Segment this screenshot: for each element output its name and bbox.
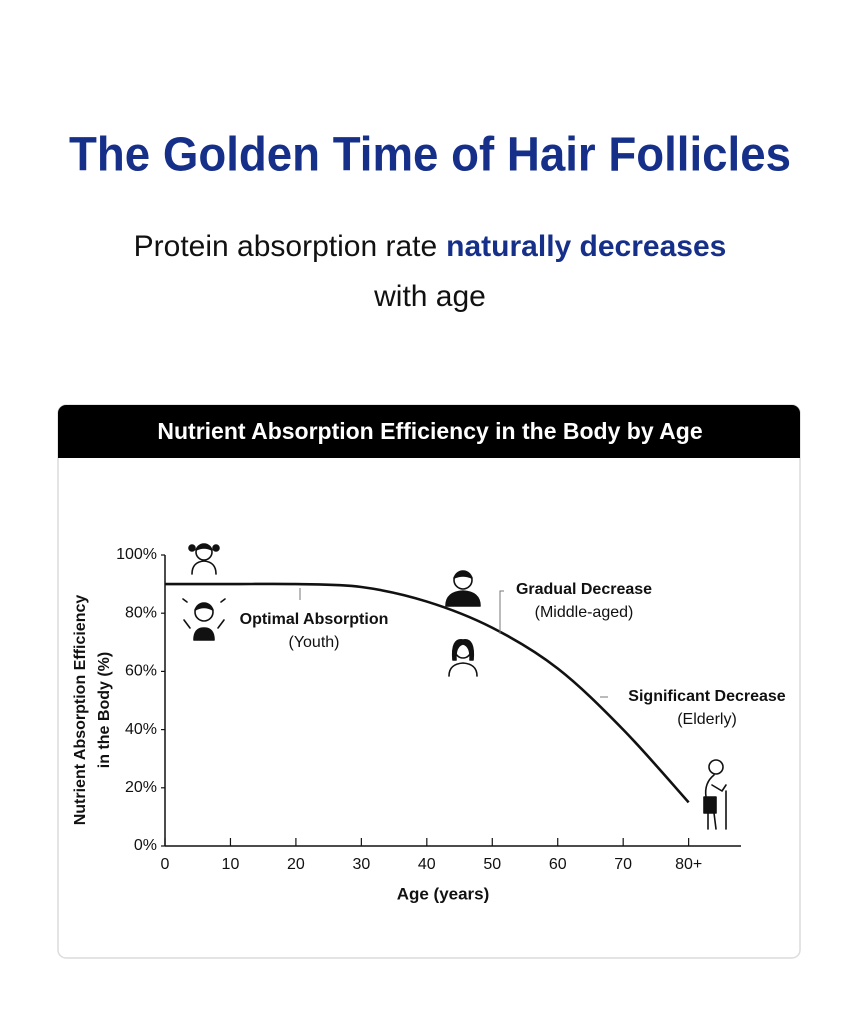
subtitle-line: with age xyxy=(373,280,486,313)
leader-line xyxy=(499,590,504,634)
x-tick-label: 40 xyxy=(418,856,436,873)
y-axis-label: in the Body (%) xyxy=(96,652,113,768)
x-tick-label: 20 xyxy=(287,856,305,873)
annotation: (Elderly) xyxy=(677,711,737,728)
x-tick-label: 30 xyxy=(352,856,370,873)
chart-title: Nutrient Absorption Efficiency in the Bo… xyxy=(157,418,702,444)
y-tick-label: 20% xyxy=(125,779,157,796)
annotation: Significant Decrease xyxy=(628,688,786,705)
subtitle-text: Protein absorption rate xyxy=(134,230,438,263)
chart-header xyxy=(58,405,800,458)
man-icon xyxy=(445,570,481,607)
x-tick-label: 60 xyxy=(549,856,567,873)
subtitle-line: Protein absorption rate naturally decreas… xyxy=(134,230,727,263)
x-tick-label: 80+ xyxy=(675,856,702,873)
annotation: (Youth) xyxy=(289,634,340,651)
girl-icon xyxy=(188,543,220,575)
y-tick-label: 60% xyxy=(125,663,157,680)
y-tick-label: 100% xyxy=(116,546,157,563)
data-line xyxy=(165,582,690,804)
boy-icon xyxy=(182,598,226,641)
x-tick-label: 0 xyxy=(161,856,170,873)
x-tick-label: 10 xyxy=(222,856,240,873)
y-axis-label: Nutrient Absorption Efficiency xyxy=(72,595,89,826)
woman-icon xyxy=(448,639,478,677)
page-title: The Golden Time of Hair Follicles xyxy=(69,129,791,182)
annotation: (Middle-aged) xyxy=(535,604,634,621)
x-axis-label: Age (years) xyxy=(397,884,490,903)
subtitle-emphasis: naturally decreases xyxy=(446,230,726,263)
y-tick-label: 80% xyxy=(125,604,157,621)
chart-card xyxy=(57,404,801,959)
x-tick-label: 70 xyxy=(614,856,632,873)
elderly-icon xyxy=(703,759,727,830)
y-tick-label: 0% xyxy=(134,837,157,854)
annotation: Optimal Absorption xyxy=(240,611,389,628)
y-tick-label: 40% xyxy=(125,721,157,738)
annotation: Gradual Decrease xyxy=(516,581,652,598)
x-tick-label: 50 xyxy=(483,856,501,873)
